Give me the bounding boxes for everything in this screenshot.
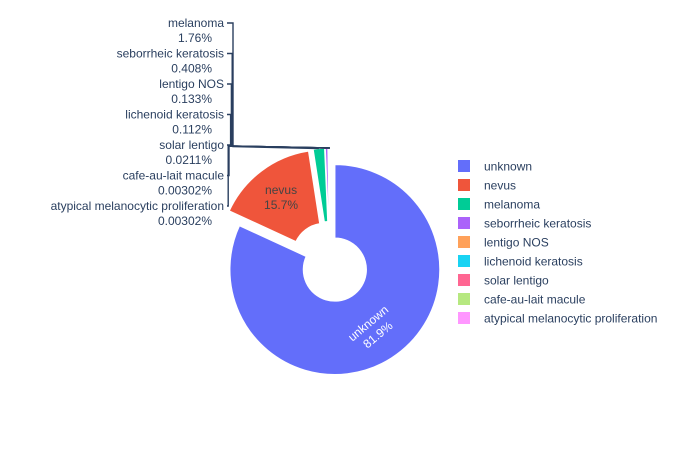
outside-percent-melanoma: 1.76%: [178, 31, 212, 45]
label-leader-lines: [227, 22, 331, 207]
legend-item-lentigo-nos[interactable]: lentigo NOS: [458, 236, 549, 250]
pie-slices: [228, 147, 441, 376]
legend-swatch-unknown: [458, 160, 470, 172]
outside-percent-lichenoid-keratosis: 0.112%: [172, 123, 212, 137]
slice-label-nevus: nevus: [265, 183, 297, 197]
legend-label-lichenoid-keratosis: lichenoid keratosis: [484, 255, 583, 269]
outside-label-melanoma: melanoma: [168, 16, 224, 30]
outside-label-seborrheic-keratosis: seborrheic keratosis: [117, 47, 224, 61]
outside-percent-solar-lentigo: 0.0211%: [166, 153, 213, 167]
outside-percent-atypical-melanocytic-proliferation: 0.00302%: [158, 214, 212, 228]
legend-label-melanoma: melanoma: [484, 198, 540, 212]
legend-swatch-atypical-melanocytic-proliferation: [458, 312, 470, 324]
legend-swatch-nevus: [458, 179, 470, 191]
legend: unknown nevus melanoma seborrheic keratosis…: [458, 160, 657, 326]
legend-label-lentigo-nos: lentigo NOS: [484, 236, 549, 250]
legend-item-melanoma[interactable]: melanoma: [458, 198, 540, 212]
leader-line-lichenoid-keratosis: [227, 113, 330, 149]
legend-swatch-seborrheic-keratosis: [458, 217, 470, 229]
leader-line-seborrheic-keratosis: [227, 52, 327, 149]
legend-item-nevus[interactable]: nevus: [458, 179, 516, 193]
slice-percent-nevus: 15.7%: [264, 198, 298, 212]
legend-item-cafe-au-lait-macule[interactable]: cafe-au-lait macule: [458, 293, 586, 307]
legend-label-atypical-melanocytic-proliferation: atypical melanocytic proliferation: [484, 312, 657, 326]
outside-label-lichenoid-keratosis: lichenoid keratosis: [125, 108, 224, 122]
legend-label-unknown: unknown: [484, 160, 532, 174]
legend-item-seborrheic-keratosis[interactable]: seborrheic keratosis: [458, 217, 591, 231]
legend-label-nevus: nevus: [484, 179, 516, 193]
legend-item-solar-lentigo[interactable]: solar lentigo: [458, 274, 549, 288]
legend-item-unknown[interactable]: unknown: [458, 160, 532, 174]
legend-swatch-lentigo-nos: [458, 236, 470, 248]
leader-line-melanoma: [227, 22, 319, 150]
legend-label-solar-lentigo: solar lentigo: [484, 274, 549, 288]
legend-item-lichenoid-keratosis[interactable]: lichenoid keratosis: [458, 255, 583, 269]
outside-label-solar-lentigo: solar lentigo: [159, 138, 224, 152]
outside-label-atypical-melanocytic-proliferation: atypical melanocytic proliferation: [51, 199, 224, 213]
leader-line-atypical-melanocytic-proliferation: [227, 145, 331, 207]
legend-swatch-lichenoid-keratosis: [458, 255, 470, 267]
slice-nevus[interactable]: [228, 150, 321, 243]
legend-swatch-melanoma: [458, 198, 470, 210]
leader-line-lentigo-nos: [227, 83, 329, 149]
legend-swatch-solar-lentigo: [458, 274, 470, 286]
legend-swatch-cafe-au-lait-macule: [458, 293, 470, 305]
legend-label-seborrheic-keratosis: seborrheic keratosis: [484, 217, 591, 231]
legend-item-atypical-melanocytic-proliferation[interactable]: atypical melanocytic proliferation: [458, 312, 657, 326]
outside-percent-seborrheic-keratosis: 0.408%: [171, 62, 212, 76]
outside-label-lentigo-nos: lentigo NOS: [159, 77, 224, 91]
outside-label-cafe-au-lait-macule: cafe-au-lait macule: [123, 169, 225, 183]
slice-unknown[interactable]: [229, 163, 441, 376]
legend-label-cafe-au-lait-macule: cafe-au-lait macule: [484, 293, 586, 307]
outside-percent-lentigo-nos: 0.133%: [171, 92, 212, 106]
outside-percent-cafe-au-lait-macule: 0.00302%: [158, 184, 212, 198]
